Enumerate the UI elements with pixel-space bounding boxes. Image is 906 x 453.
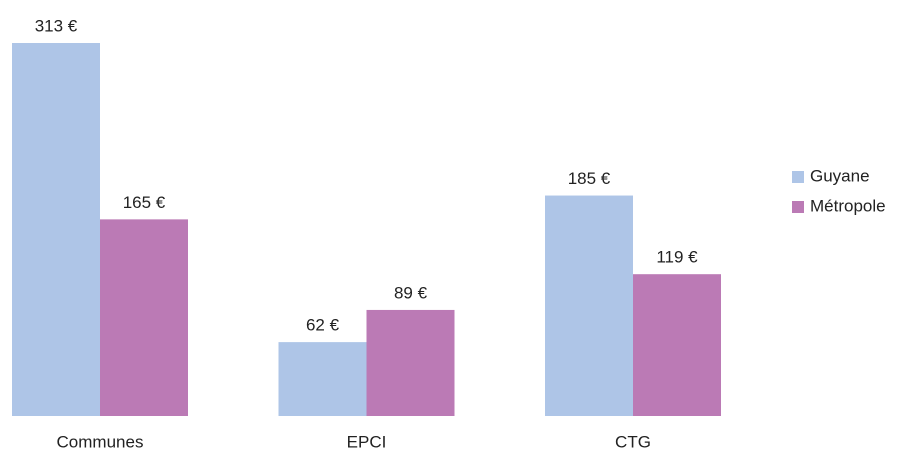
x-tick-label: Communes: [57, 432, 144, 451]
data-label: 313 €: [35, 16, 78, 35]
legend-label: Métropole: [810, 196, 886, 215]
data-label: 165 €: [123, 193, 166, 212]
data-label: 62 €: [306, 316, 340, 335]
bar: [278, 342, 367, 416]
bar: [545, 195, 633, 416]
data-label: 119 €: [656, 248, 698, 267]
bar: [12, 43, 100, 416]
x-tick-label: CTG: [615, 432, 651, 451]
bar: [633, 274, 721, 416]
bar: [366, 309, 455, 416]
legend-swatch: [792, 171, 804, 183]
legend-swatch: [792, 201, 804, 213]
data-label: 89 €: [394, 283, 428, 302]
bar: [100, 219, 188, 416]
data-label: 185 €: [568, 169, 611, 188]
x-tick-label: EPCI: [347, 432, 387, 451]
legend-label: Guyane: [810, 166, 870, 185]
